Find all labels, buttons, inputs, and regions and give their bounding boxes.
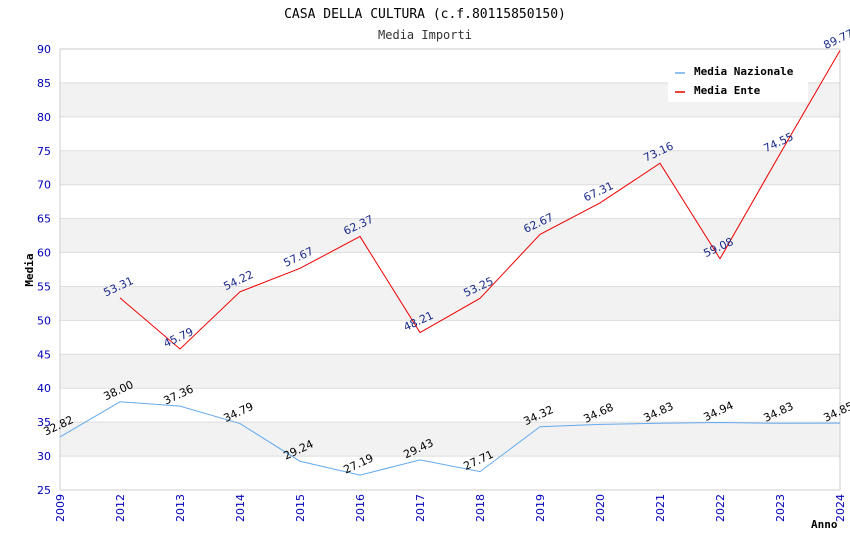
x-tick-label: 2017	[414, 494, 427, 522]
y-tick-label: 45	[37, 348, 51, 361]
y-axis-ticks: 25 30 35 40 45 50 55 60 65 70 75 80 85 90	[37, 43, 51, 497]
series-line-ente	[119, 50, 841, 350]
legend: Media Nazionale Media Ente	[668, 60, 808, 102]
chart-title: CASA DELLA CULTURA (c.f.80115850150)	[284, 7, 566, 22]
data-label-ente: 45.79	[161, 325, 195, 350]
y-tick-label: 35	[37, 416, 51, 429]
y-tick-label: 60	[37, 247, 51, 260]
y-tick-label: 40	[37, 382, 51, 395]
y-tick-label: 55	[37, 280, 51, 293]
x-tick-label: 2012	[114, 494, 127, 522]
y-tick-label: 75	[37, 145, 51, 158]
x-tick-label: 2015	[294, 494, 307, 522]
y-tick-label: 90	[37, 43, 51, 56]
x-tick-label: 2018	[474, 494, 487, 522]
x-tick-label: 2020	[594, 494, 607, 522]
x-tick-label: 2013	[174, 494, 187, 522]
y-tick-label: 85	[37, 77, 51, 90]
x-axis-ticks: 2009 2012 2013 2014 2015 2016 2017 2018 2019 2020…	[54, 494, 847, 522]
x-tick-label: 2009	[54, 494, 67, 522]
data-label-national: 34.83	[641, 400, 675, 425]
y-tick-label: 25	[37, 484, 51, 497]
x-tick-label: 2022	[714, 494, 727, 522]
y-tick-label: 80	[37, 111, 51, 124]
series-line-national	[59, 401, 841, 476]
series-lines	[59, 50, 841, 476]
x-tick-label: 2024	[834, 494, 847, 522]
chart-subtitle: Media Importi	[378, 28, 472, 42]
x-tick-label: 2014	[234, 494, 247, 522]
plot-frame	[59, 48, 841, 491]
x-tick-label: 2019	[534, 494, 547, 522]
y-tick-label: 65	[37, 213, 51, 226]
data-label-national: 34.83	[761, 400, 795, 425]
data-label-national: 34.94	[701, 399, 735, 424]
x-tick-label: 2023	[774, 494, 787, 522]
x-tick-label: 2016	[354, 494, 367, 522]
plot-band	[60, 150, 840, 185]
data-label-national: 34.79	[221, 400, 255, 425]
y-tick-label: 70	[37, 179, 51, 192]
y-tick-label: 30	[37, 450, 51, 463]
y-axis-title: Media	[23, 253, 36, 286]
data-label-ente: 89.77	[821, 27, 850, 52]
plot-band	[60, 422, 840, 457]
x-tick-label: 2021	[654, 494, 667, 522]
data-label-national: 34.85	[821, 399, 850, 424]
legend-label-ente: Media Ente	[694, 84, 761, 97]
legend-box	[668, 60, 808, 102]
x-axis-title: Anno	[811, 518, 838, 531]
plot-band	[60, 218, 840, 253]
plot-band	[60, 354, 840, 389]
plot-band	[60, 286, 840, 321]
y-tick-label: 50	[37, 314, 51, 327]
legend-label-national: Media Nazionale	[694, 65, 794, 78]
